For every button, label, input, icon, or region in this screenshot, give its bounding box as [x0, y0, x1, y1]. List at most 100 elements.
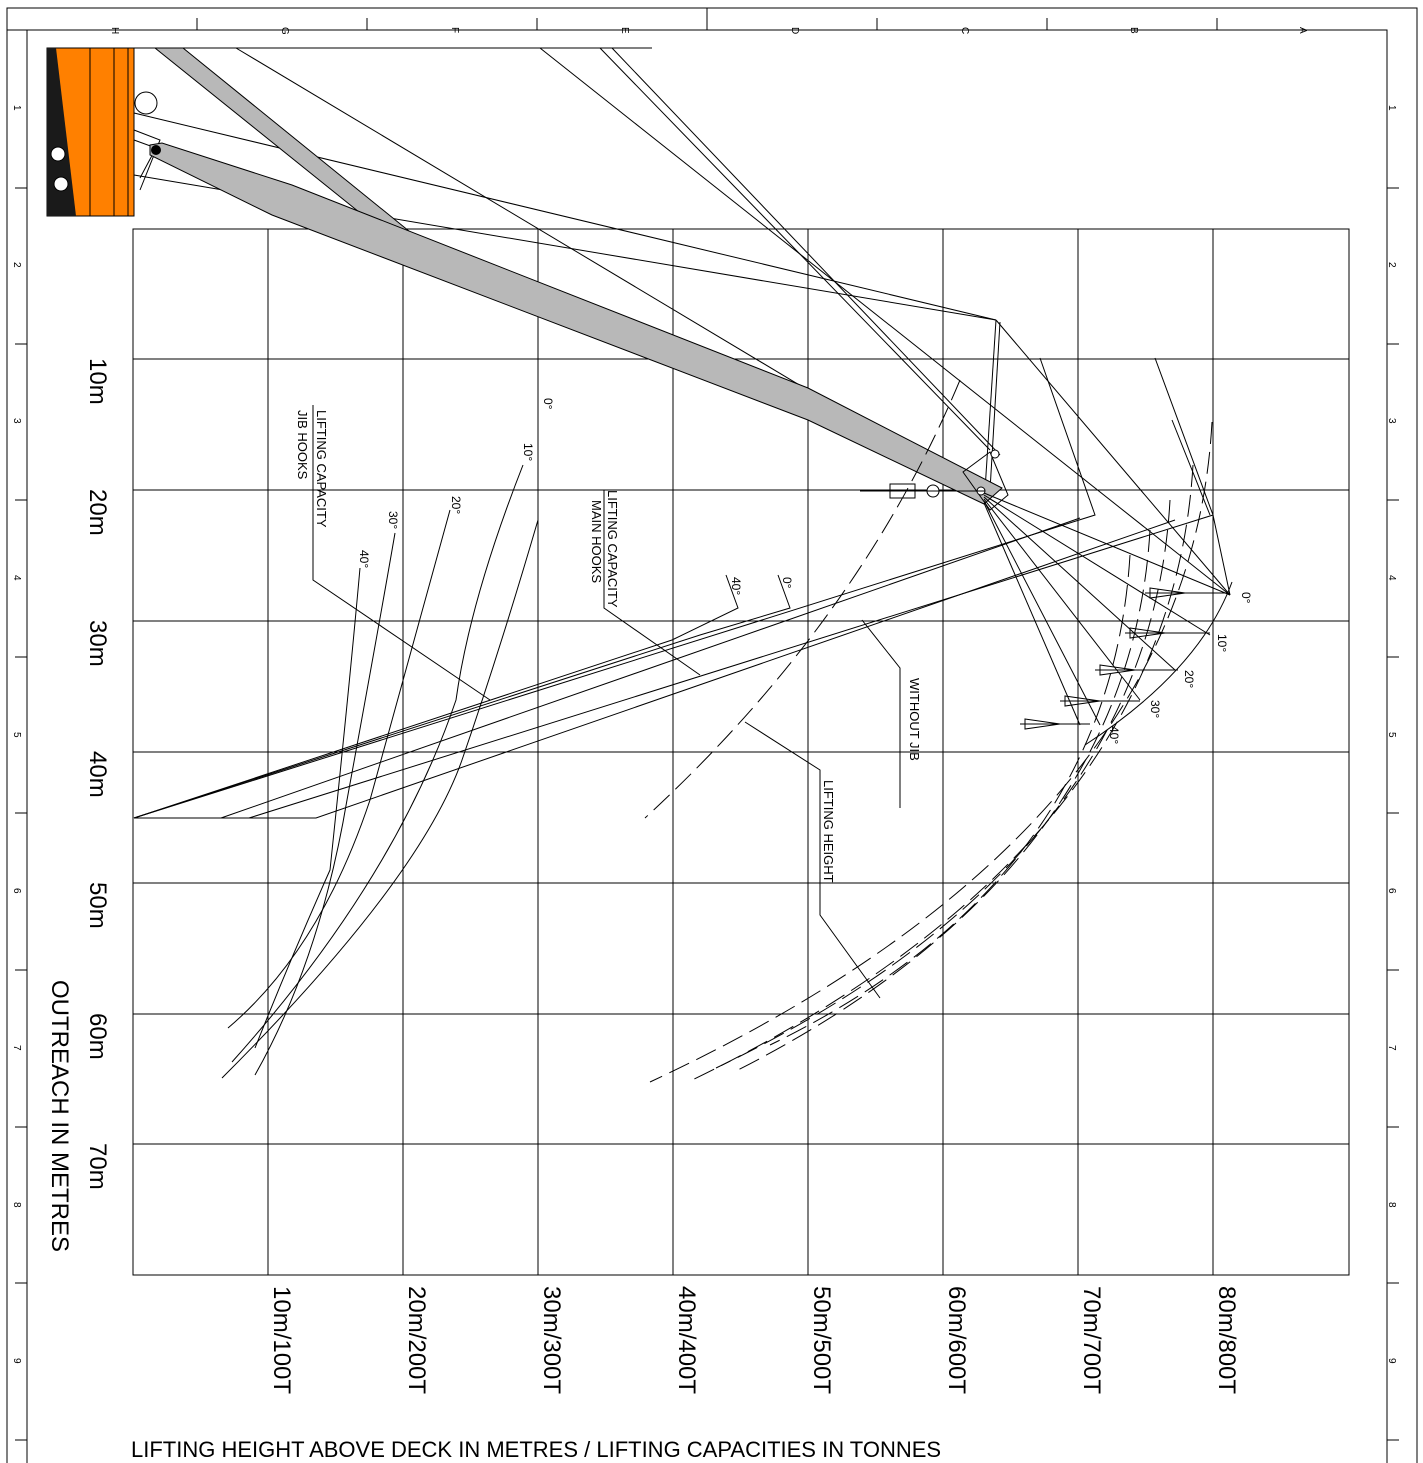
outreach-tick-label: 60m: [84, 1013, 111, 1060]
zone-number-left: 7: [11, 1045, 22, 1051]
outreach-tick-label: 70m: [84, 1143, 111, 1190]
jib-angle-label: 40°: [357, 550, 371, 568]
zone-number-right: 7: [1386, 1045, 1397, 1051]
tip-angle-label: 40°: [1107, 726, 1121, 744]
zone-number-left: 4: [11, 575, 22, 581]
zone-letter: E: [619, 27, 630, 34]
zone-number-left: 8: [11, 1202, 22, 1208]
lifting-height-curves: [644, 379, 1213, 1083]
lifting-height-curve-without-jib: [644, 379, 961, 819]
capacity-tick-label: 30m/300T: [538, 1286, 565, 1394]
main-hook-angle-label: 40°: [729, 577, 743, 595]
boom-tip: [151, 145, 1231, 726]
capacity-tick-label: 40m/400T: [673, 1286, 700, 1394]
zone-numbers: 1 2 3 4 5 6 7 8 9 1 2 3 4 5 6 7 8 9: [11, 105, 1397, 1364]
zone-letter: A: [1297, 27, 1308, 34]
outreach-tick-label: 10m: [84, 358, 111, 405]
boom-foot-pin: [151, 145, 161, 155]
bottom-axis-title: LIFTING HEIGHT ABOVE DECK IN METRES / LI…: [131, 1437, 941, 1462]
outreach-axis: 10m 20m 30m 40m 50m 60m 70m OUTREACH IN …: [46, 358, 111, 1252]
sheave-wheel: [134, 91, 158, 115]
zone-side-ticks: [15, 187, 1399, 1441]
boom-tip-arc: [1084, 581, 1233, 746]
boom-foot-bracket: [133, 129, 161, 191]
zone-number-right: 1: [1386, 105, 1397, 111]
zone-number-right: 8: [1386, 1202, 1397, 1208]
chart-grid-lines: [133, 229, 1349, 1275]
zone-number-right: 5: [1386, 732, 1397, 738]
jib-hooks-leader: [312, 405, 491, 701]
height-capacity-axis: 10m/100T 20m/200T 30m/300T 40m/400T 50m/…: [268, 1286, 1240, 1394]
zone-letter: B: [1128, 27, 1139, 34]
crane-house-porthole: [53, 176, 69, 192]
zone-letters: H G F E D C B A: [109, 27, 1308, 35]
main-hooks-leader: [603, 490, 701, 676]
jib-hooks-label-1: LIFTING CAPACITY: [314, 410, 329, 528]
zone-number-left: 6: [11, 888, 22, 894]
rigging-lines: [133, 47, 1231, 596]
lifting-height-label: LIFTING HEIGHT: [821, 780, 836, 883]
main-hooks-label-2: MAIN HOOKS: [589, 500, 604, 583]
main-capacity-curve-0: [133, 574, 791, 819]
capacity-tick-label: 80m/800T: [1213, 1286, 1240, 1394]
outreach-tick-label: 30m: [84, 620, 111, 667]
zone-number-left: 1: [11, 105, 22, 111]
inner-frame: [26, 29, 1388, 1463]
main-hook-angle-label: 0°: [780, 577, 794, 589]
crane-house-porthole: [50, 146, 66, 162]
main-hooks-label-1: LIFTING CAPACITY: [605, 490, 620, 608]
zone-number-right: 4: [1386, 575, 1397, 581]
zone-letter: C: [959, 27, 970, 34]
without-jib-leader: [861, 619, 901, 808]
zone-letter: F: [449, 27, 460, 33]
capacity-tick-label: 70m/700T: [1078, 1286, 1105, 1394]
tip-angle-label: 0°: [1239, 592, 1253, 604]
without-jib-label: WITHOUT JIB: [907, 678, 922, 761]
lifting-height-leader: [744, 721, 881, 999]
outer-frame: [6, 7, 1418, 1463]
outreach-axis-title: OUTREACH IN METRES: [46, 980, 73, 1252]
envelope-lines: [133, 357, 1231, 819]
lifting-height-curve-30: [737, 529, 1151, 1071]
tip-angle-label: 10°: [1215, 634, 1229, 652]
zone-letter: G: [279, 27, 290, 35]
zone-number-right: 6: [1386, 888, 1397, 894]
main-hook-markers: [1020, 587, 1230, 730]
main-hook-capacity-curves: [133, 574, 791, 819]
jib-capacity-curve-30: [254, 532, 396, 1076]
jib-angle-label: 30°: [386, 511, 400, 529]
jib-hook-rigging: [860, 483, 985, 499]
zone-number-right: 2: [1386, 262, 1397, 268]
outreach-tick-label: 20m: [84, 489, 111, 536]
zone-number-left: 3: [11, 418, 22, 424]
main-capacity-curve-40: [133, 574, 739, 819]
zone-number-right: 3: [1386, 418, 1397, 424]
jib-hook-capacity-curves: [221, 388, 539, 1079]
tip-angle-label: 20°: [1182, 670, 1196, 688]
jib-angle-label: 20°: [449, 496, 463, 514]
jib-capacity-curve-40: [254, 567, 361, 1049]
zone-number-left: 5: [11, 732, 22, 738]
jib-angle-label: 0°: [541, 398, 555, 410]
lifting-height-curve-10: [687, 464, 1194, 1083]
outreach-tick-label: 40m: [84, 751, 111, 798]
jib-capacity-curve-0: [221, 388, 539, 1079]
zone-number-left: 2: [11, 262, 22, 268]
leader-lines: [312, 405, 901, 999]
lifting-height-curve-0: [649, 421, 1213, 1083]
capacity-tick-label: 10m/100T: [268, 1286, 295, 1394]
jib-capacity-curve-10: [231, 464, 524, 1063]
zone-top-ticks: [196, 18, 1218, 30]
jib-capacity-curve-20: [227, 509, 451, 1029]
capacity-tick-label: 50m/500T: [808, 1286, 835, 1394]
crane-house: [46, 47, 652, 217]
chart-annotations: LIFTING CAPACITY JIB HOOKS LIFTING CAPAC…: [295, 398, 1253, 883]
zone-letter: D: [789, 27, 800, 34]
capacity-tick-label: 60m/600T: [943, 1286, 970, 1394]
crane-house-shadow: [47, 48, 76, 216]
zone-letter: H: [109, 27, 120, 34]
jib-hooks-label-2: JIB HOOKS: [295, 410, 310, 480]
jib-angle-label: 10°: [521, 443, 535, 461]
main-boom: [149, 142, 1003, 505]
